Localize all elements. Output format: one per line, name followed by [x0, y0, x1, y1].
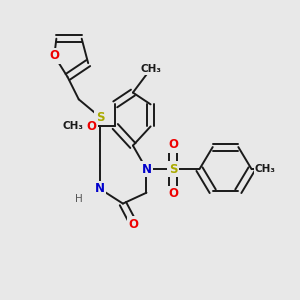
Text: S: S: [96, 110, 104, 124]
Text: H: H: [75, 194, 82, 205]
Text: CH₃: CH₃: [140, 64, 161, 74]
Text: O: O: [168, 187, 178, 200]
Text: O: O: [168, 138, 178, 151]
Text: N: N: [95, 182, 105, 195]
Text: CH₃: CH₃: [255, 164, 276, 174]
Text: S: S: [169, 163, 177, 176]
Text: N: N: [142, 163, 152, 176]
Text: H: H: [74, 194, 83, 205]
Text: O: O: [49, 49, 59, 62]
Text: CH₃: CH₃: [62, 122, 83, 131]
Text: O: O: [86, 120, 96, 133]
Text: O: O: [129, 218, 139, 231]
